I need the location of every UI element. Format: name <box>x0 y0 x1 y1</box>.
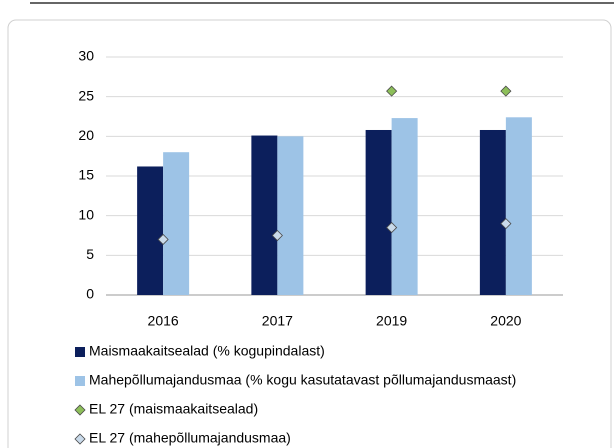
y-tick-label: 10 <box>78 206 94 222</box>
legend-label: Maismaakaitsealad (% kogupindalast) <box>89 343 325 359</box>
y-tick-label: 0 <box>86 286 94 302</box>
y-tick-label: 15 <box>78 167 94 183</box>
bar <box>163 152 190 295</box>
bar <box>277 136 304 295</box>
marker <box>386 222 398 234</box>
bar <box>479 129 506 295</box>
marker <box>500 85 512 97</box>
x-tick-label: 2016 <box>148 313 179 329</box>
legend-label: EL 27 (mahepõllumajandusmaa) <box>89 430 291 446</box>
bar <box>391 118 418 295</box>
y-tick-label: 20 <box>78 127 94 143</box>
legend-swatch <box>75 376 85 386</box>
y-tick-label: 30 <box>78 48 94 64</box>
legend-swatch <box>75 347 85 357</box>
marker <box>157 233 169 246</box>
y-tick-label: 25 <box>78 87 94 103</box>
x-tick-label: 2020 <box>490 313 521 329</box>
frame <box>7 19 612 448</box>
x-tick-label: 2017 <box>262 313 293 329</box>
bar <box>505 117 532 295</box>
x-tick-label: 2019 <box>376 313 407 329</box>
marker <box>74 404 86 416</box>
legend-label: EL 27 (maismaakaitsealad) <box>89 401 258 417</box>
y-tick-label: 5 <box>86 246 94 262</box>
bar <box>365 129 392 295</box>
bar <box>251 135 278 295</box>
legend-label: Mahepõllumajandusmaa (% kogu kasutatavas… <box>89 372 516 388</box>
marker <box>386 85 398 97</box>
marker <box>74 433 86 445</box>
bar <box>137 166 164 295</box>
marker <box>271 229 283 242</box>
marker <box>500 218 512 230</box>
